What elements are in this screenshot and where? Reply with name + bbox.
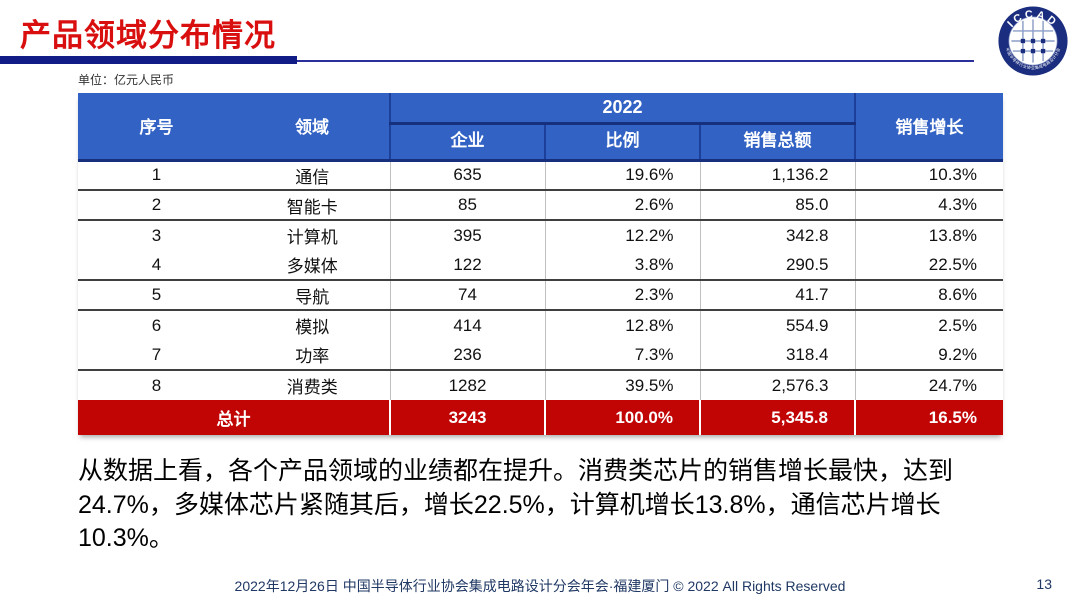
cell-companies: 122 — [389, 250, 545, 281]
cell-sales: 2,576.3 — [699, 370, 855, 400]
table-row: 8 消费类 1282 39.5% 2,576.3 24.7% — [78, 370, 1003, 400]
cell-growth: 22.5% — [854, 250, 1003, 281]
cell-companies: 74 — [389, 280, 545, 311]
cell-no: 1 — [78, 160, 235, 191]
cell-growth: 13.8% — [854, 220, 1003, 250]
table-row: 3 计算机 395 12.2% 342.8 13.8% — [78, 220, 1003, 250]
header-col-no: 序号 — [78, 93, 235, 162]
iccad-logo: ICCAD 中国半导体行业协会集成电路设计分会 — [997, 5, 1069, 77]
cell-growth: 9.2% — [854, 340, 1003, 371]
cell-growth: 4.3% — [854, 190, 1003, 221]
total-growth: 16.5% — [854, 400, 1003, 435]
cell-share: 39.5% — [544, 370, 700, 400]
summary-paragraph: 从数据上看，各个产品领域的业绩都在提升。消费类芯片的销售增长最快，达到 24.7… — [78, 455, 1018, 556]
cell-domain: 导航 — [235, 280, 390, 311]
cell-domain: 通信 — [235, 160, 390, 191]
iccad-logo-graphic: ICCAD 中国半导体行业协会集成电路设计分会 — [998, 6, 1068, 76]
table-row: 6 模拟 414 12.8% 554.9 2.5% — [78, 310, 1003, 340]
cell-companies: 85 — [389, 190, 545, 221]
cell-no: 7 — [78, 340, 235, 371]
product-table: 序号 领域 2022 销售增长 企业 比例 销售总额 1 通信 635 19.6… — [78, 93, 1003, 435]
total-sales: 5,345.8 — [699, 400, 855, 435]
cell-share: 7.3% — [544, 340, 700, 371]
cell-companies: 635 — [389, 160, 545, 191]
cell-domain: 多媒体 — [235, 250, 390, 281]
cell-companies: 236 — [389, 340, 545, 371]
header-col-sales: 销售总额 — [699, 123, 855, 162]
cell-sales: 318.4 — [699, 340, 855, 371]
footer-copyright: 2022年12月26日 中国半导体行业协会集成电路设计分会年会·福建厦门 © 2… — [234, 578, 846, 594]
product-table-wrap: 序号 领域 2022 销售增长 企业 比例 销售总额 1 通信 635 19.6… — [78, 93, 1003, 435]
cell-share: 2.3% — [544, 280, 700, 311]
cell-no: 2 — [78, 190, 235, 221]
page-title: 产品领域分布情况 — [20, 18, 276, 53]
table-row: 5 导航 74 2.3% 41.7 8.6% — [78, 280, 1003, 311]
cell-domain: 计算机 — [235, 220, 390, 250]
cell-growth: 24.7% — [854, 370, 1003, 400]
title-underline-thick — [0, 56, 297, 64]
cell-no: 4 — [78, 250, 235, 281]
cell-domain: 消费类 — [235, 370, 390, 400]
cell-growth: 2.5% — [854, 310, 1003, 340]
cell-growth: 8.6% — [854, 280, 1003, 311]
cell-domain: 功率 — [235, 340, 390, 371]
table-total-row: 总计 3243 100.0% 5,345.8 16.5% — [78, 400, 1003, 435]
cell-sales: 290.5 — [699, 250, 855, 281]
table-header: 序号 领域 2022 销售增长 企业 比例 销售总额 — [78, 93, 1003, 162]
cell-no: 3 — [78, 220, 235, 250]
header-year-group: 2022 — [389, 93, 855, 125]
cell-share: 12.2% — [544, 220, 700, 250]
unit-note: 单位：亿元人民币 — [78, 73, 175, 87]
cell-share: 19.6% — [544, 160, 700, 191]
header-col-companies: 企业 — [389, 123, 545, 162]
table-row: 2 智能卡 85 2.6% 85.0 4.3% — [78, 190, 1003, 221]
cell-domain: 智能卡 — [235, 190, 390, 221]
cell-share: 12.8% — [544, 310, 700, 340]
cell-growth: 10.3% — [854, 160, 1003, 191]
summary-line: 从数据上看，各个产品领域的业绩都在提升。消费类芯片的销售增长最快，达到 — [78, 457, 954, 485]
cell-companies: 395 — [389, 220, 545, 250]
header-col-share: 比例 — [544, 123, 700, 162]
total-label: 总计 — [78, 400, 390, 435]
cell-sales: 85.0 — [699, 190, 855, 221]
title-underline-thin — [297, 60, 974, 62]
header-col-growth: 销售增长 — [854, 93, 1003, 162]
summary-line: 10.3%。 — [78, 524, 174, 552]
cell-share: 3.8% — [544, 250, 700, 281]
cell-companies: 1282 — [389, 370, 545, 400]
total-share: 100.0% — [544, 400, 700, 435]
cell-sales: 342.8 — [699, 220, 855, 250]
page-number: 13 — [1036, 576, 1052, 592]
cell-no: 6 — [78, 310, 235, 340]
header-col-domain: 领域 — [235, 93, 390, 162]
cell-no: 8 — [78, 370, 235, 400]
total-companies: 3243 — [389, 400, 545, 435]
cell-sales: 1,136.2 — [699, 160, 855, 191]
cell-domain: 模拟 — [235, 310, 390, 340]
cell-sales: 554.9 — [699, 310, 855, 340]
table-row: 7 功率 236 7.3% 318.4 9.2% — [78, 340, 1003, 371]
table-row: 1 通信 635 19.6% 1,136.2 10.3% — [78, 160, 1003, 191]
cell-sales: 41.7 — [699, 280, 855, 311]
cell-no: 5 — [78, 280, 235, 311]
cell-share: 2.6% — [544, 190, 700, 221]
summary-line: 24.7%，多媒体芯片紧随其后，增长22.5%，计算机增长13.8%，通信芯片增… — [78, 490, 941, 519]
cell-companies: 414 — [389, 310, 545, 340]
table-row: 4 多媒体 122 3.8% 290.5 22.5% — [78, 250, 1003, 281]
